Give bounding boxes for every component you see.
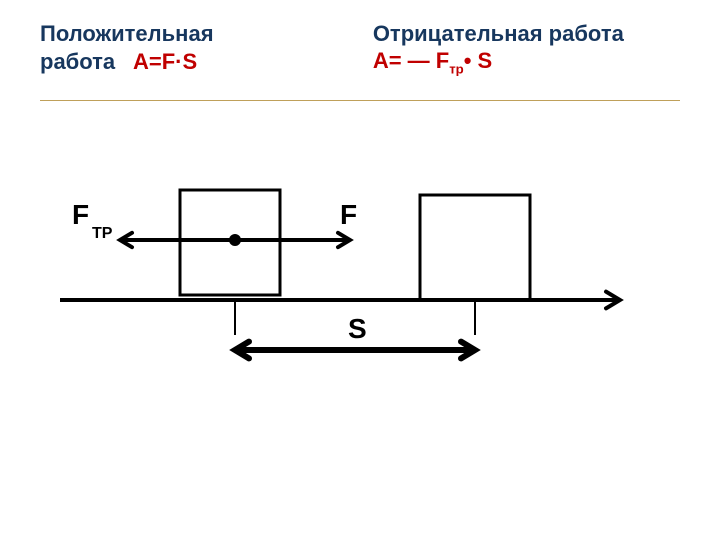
- negative-formula-suffix: • S: [464, 48, 493, 73]
- negative-work-block: Отрицательная работа A= — Fтр• S: [373, 20, 680, 76]
- divider-rule: [40, 100, 680, 101]
- svg-text:S: S: [348, 313, 367, 344]
- positive-formula: A=F·S: [133, 49, 197, 74]
- physics-diagram: FFTPS: [60, 180, 660, 440]
- positive-work-block: Положительная работа A=F·S: [40, 20, 347, 75]
- negative-formula: A= — Fтр• S: [373, 48, 492, 73]
- svg-text:TP: TP: [92, 225, 113, 242]
- positive-title-line2: работа: [40, 49, 115, 74]
- positive-title-line1: Положительная: [40, 21, 214, 46]
- svg-text:F: F: [340, 199, 357, 230]
- negative-title: Отрицательная работа: [373, 21, 624, 46]
- negative-formula-sub: тр: [449, 61, 464, 76]
- svg-text:F: F: [72, 199, 89, 230]
- negative-formula-prefix: A= — F: [373, 48, 449, 73]
